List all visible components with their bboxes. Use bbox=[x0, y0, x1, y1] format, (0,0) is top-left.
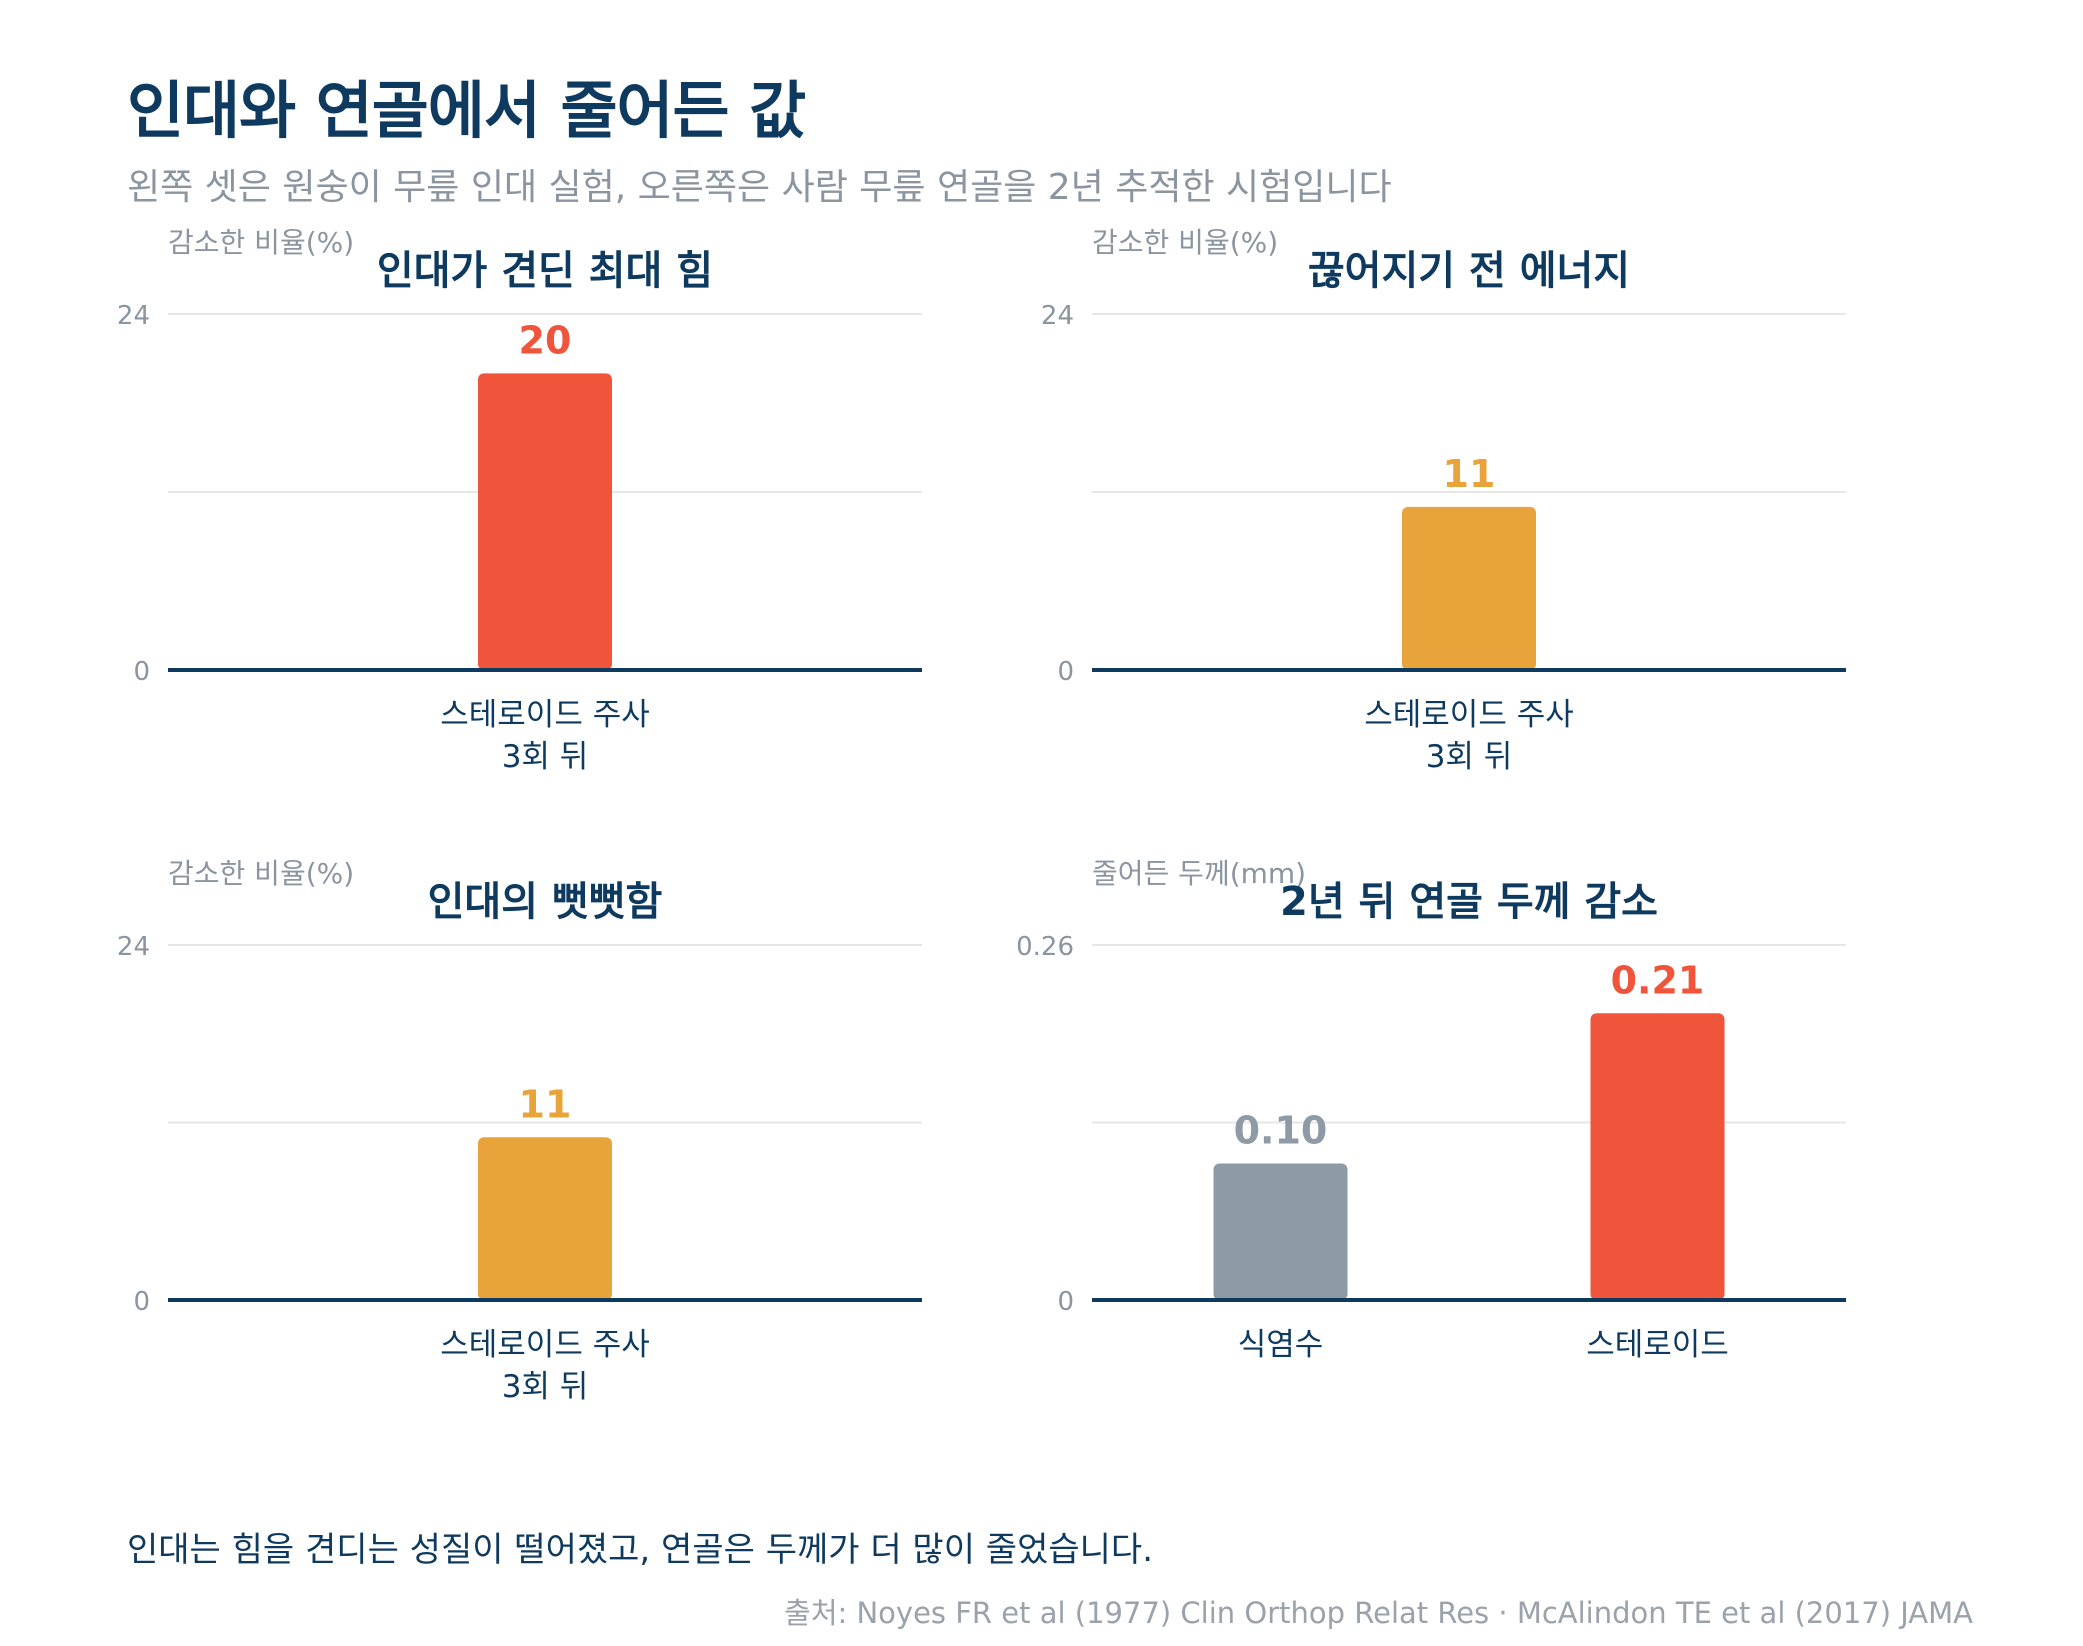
chart-4-ytick-label: 0 bbox=[1057, 1287, 1074, 1317]
caption: 인대는 힘을 견디는 성질이 떨어졌고, 연골은 두께가 더 많이 줄었습니다. bbox=[127, 1530, 1154, 1570]
chart-4-ylabel: 줄어든 두께(mm) bbox=[1092, 857, 1306, 890]
chart-2-bar bbox=[1402, 506, 1536, 670]
chart-4-bar bbox=[1590, 1013, 1725, 1300]
chart-3-value-label: 11 bbox=[519, 1082, 572, 1126]
chart-3-category-label: 스테로이드 주사 bbox=[440, 1327, 650, 1363]
chart-1-ylabel: 감소한 비율(%) bbox=[168, 226, 354, 259]
chart-3-ylabel: 감소한 비율(%) bbox=[168, 857, 354, 890]
chart-2-ytick-label: 24 bbox=[1041, 301, 1074, 331]
chart-3-ytick-label: 24 bbox=[117, 932, 150, 962]
chart-4-bar bbox=[1213, 1163, 1348, 1300]
chart-2-category-label: 3회 뒤 bbox=[1426, 739, 1513, 775]
chart-4-category-label: 스테로이드 bbox=[1586, 1327, 1729, 1363]
chart-1-bar bbox=[478, 373, 612, 670]
chart-1-ytick-label: 24 bbox=[117, 301, 150, 331]
chart-4-category-label: 식염수 bbox=[1238, 1327, 1324, 1363]
chart-4-title: 2년 뒤 연골 두께 감소 bbox=[1280, 879, 1658, 925]
chart-2-category-label: 스테로이드 주사 bbox=[1364, 697, 1574, 733]
source-note: 출처: Noyes FR et al (1977) Clin Orthop Re… bbox=[784, 1596, 1973, 1630]
chart-3-category-label: 3회 뒤 bbox=[502, 1369, 589, 1405]
chart-2-title: 끊어지기 전 에너지 bbox=[1308, 248, 1630, 294]
chart-4-value-label: 0.10 bbox=[1234, 1108, 1328, 1152]
chart-1-category-label: 3회 뒤 bbox=[502, 739, 589, 775]
chart-4-ytick-label: 0.26 bbox=[1016, 932, 1074, 962]
chart-1-value-label: 20 bbox=[519, 318, 572, 362]
chart-1-category-label: 스테로이드 주사 bbox=[440, 697, 650, 733]
chart-3-ytick-label: 0 bbox=[133, 1287, 150, 1317]
page-title: 인대와 연골에서 줄어든 값 bbox=[127, 74, 806, 147]
chart-1-ytick-label: 0 bbox=[133, 657, 150, 687]
page-subtitle: 왼쪽 셋은 원숭이 무릎 인대 실험, 오른쪽은 사람 무릎 연골을 2년 추적… bbox=[127, 167, 1392, 208]
chart-4-value-label: 0.21 bbox=[1611, 958, 1705, 1002]
chart-3-bar bbox=[478, 1137, 612, 1300]
chart-3-title: 인대의 뻣뻣함 bbox=[428, 879, 663, 925]
chart-2-ytick-label: 0 bbox=[1057, 657, 1074, 687]
chart-1-title: 인대가 견딘 최대 힘 bbox=[377, 248, 713, 294]
chart-2-ylabel: 감소한 비율(%) bbox=[1092, 226, 1278, 259]
chart-2-value-label: 11 bbox=[1443, 452, 1496, 496]
